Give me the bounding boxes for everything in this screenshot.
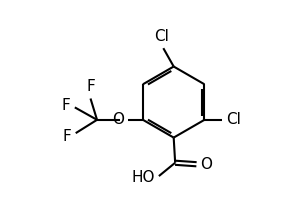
Text: F: F xyxy=(63,129,72,144)
Text: O: O xyxy=(112,112,124,127)
Text: Cl: Cl xyxy=(154,29,169,44)
Text: O: O xyxy=(200,157,212,172)
Text: Cl: Cl xyxy=(226,112,241,127)
Text: F: F xyxy=(86,79,95,94)
Text: HO: HO xyxy=(132,170,155,185)
Text: F: F xyxy=(62,98,71,113)
